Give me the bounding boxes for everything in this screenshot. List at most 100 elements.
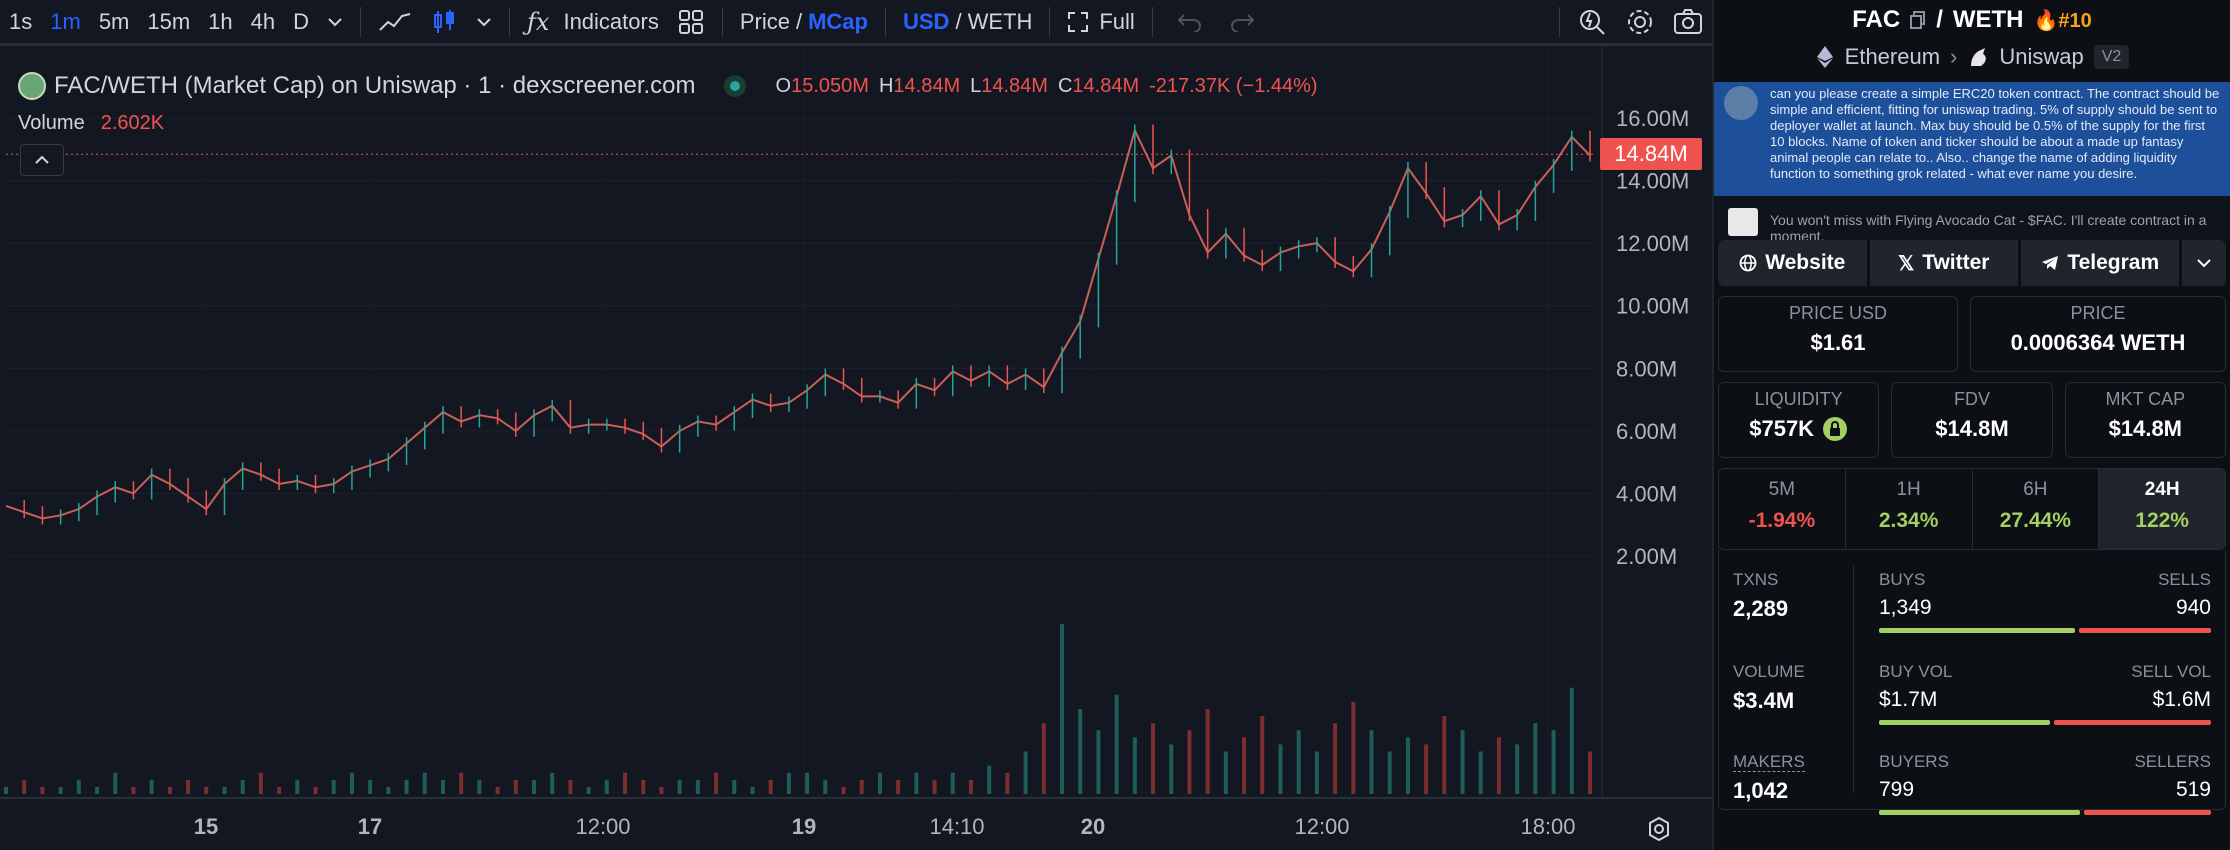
flame-icon: 🔥	[2033, 9, 2059, 32]
timeframe-1m[interactable]: 1m	[50, 8, 81, 34]
volume-bar	[513, 779, 518, 794]
fullscreen-icon	[1067, 11, 1089, 33]
volume-bar	[950, 772, 955, 794]
telegram-button[interactable]: Telegram	[2021, 240, 2180, 286]
volume-bar	[331, 779, 336, 794]
fullscreen-label: Full	[1099, 8, 1135, 34]
volume-bar	[877, 772, 882, 794]
volume-bar	[1023, 751, 1028, 794]
volume-bar	[440, 779, 445, 794]
mkt-cap-card: MKT CAP $14.8M	[2064, 382, 2226, 458]
camera-icon[interactable]	[1664, 0, 1712, 45]
quote-token: WETH	[1952, 6, 2024, 33]
tab-24h[interactable]: 24H 122%	[2099, 469, 2225, 549]
sells-value: 940	[2175, 596, 2211, 619]
twitter-button[interactable]: 𝕏 Twitter	[1869, 240, 2019, 286]
volume-bar	[76, 779, 81, 794]
volume-bar	[768, 779, 773, 794]
indicators-button[interactable]: ƒx Indicators	[518, 0, 668, 45]
pair-info-panel: FAC / WETH 🔥#10 Ethereum › Uniswap V2	[1712, 0, 2230, 850]
pair-slash: /	[1936, 6, 1943, 33]
buys-sells-bar	[1879, 628, 2211, 633]
banner-text: can you please create a simple ERC20 tok…	[1770, 86, 2220, 181]
quick-search-icon[interactable]	[1568, 0, 1616, 45]
settings-gear-icon[interactable]	[1616, 0, 1664, 45]
y-tick-label: 10.00M	[1616, 294, 1689, 319]
price-row: PRICE USD $1.61 PRICE 0.0006364 WETH	[1718, 296, 2226, 372]
more-links-button[interactable]	[2182, 240, 2226, 286]
volume-bar	[1369, 730, 1374, 794]
toolbar-divider	[509, 6, 511, 37]
volume-bar	[240, 779, 245, 794]
volume-bar	[1260, 716, 1265, 794]
volume-bar	[4, 786, 8, 794]
trade-stats: TXNS 2,289 BUYS SELLS 1,349 940 VOLUME $3.…	[1718, 550, 2226, 815]
buy-vol-value: $1.7M	[1879, 688, 1938, 711]
volume-bar	[1496, 737, 1501, 794]
layout-grid-icon[interactable]	[668, 0, 714, 45]
volume-bar	[277, 786, 282, 794]
volume-bar	[1314, 751, 1319, 794]
stats-divider	[1853, 566, 1854, 793]
mkt-cap-value: $14.8M	[2108, 416, 2183, 441]
toolbar-divider	[884, 6, 886, 37]
volume-bar	[714, 772, 719, 794]
website-button[interactable]: Website	[1718, 240, 1867, 286]
tab-5m[interactable]: 5M -1.94%	[1719, 469, 1846, 549]
liquidity-value-row: $757K	[1719, 416, 1878, 442]
timeframe-d[interactable]: D	[293, 8, 310, 34]
tab-6h[interactable]: 6H 27.44%	[1973, 469, 2100, 549]
volume-bar	[113, 772, 118, 794]
telegram-icon	[2041, 255, 2059, 271]
redo-icon[interactable]	[1221, 0, 1265, 45]
volume-bar	[295, 779, 300, 794]
dex-name[interactable]: Uniswap	[1999, 44, 2084, 69]
volume-bar	[222, 786, 227, 794]
timeframe-4h[interactable]: 4h	[250, 8, 276, 34]
lock-icon[interactable]	[1822, 416, 1848, 442]
volume-bar	[1187, 730, 1192, 794]
mcap-label: MCap	[808, 8, 868, 34]
timeframe-5m[interactable]: 5m	[98, 8, 130, 34]
volume-bar	[1551, 730, 1556, 794]
price-chart[interactable]: 16.00M 14.00M 12.00M 10.00M 8.00M 6.00M 4.00M 2…	[0, 46, 1712, 850]
volume-bar	[1296, 730, 1301, 794]
volume-bar	[750, 786, 755, 794]
volume-bar	[1442, 716, 1447, 794]
avatar	[1724, 86, 1758, 120]
volume-bar	[131, 786, 136, 794]
timeframe-1h[interactable]: 1h	[208, 8, 233, 34]
volume-bar	[805, 772, 810, 794]
volume-bar	[404, 779, 409, 794]
chevron-up-icon	[35, 155, 49, 164]
price-mcap-toggle[interactable]: Price / MCap	[731, 0, 877, 45]
volume-bar	[204, 786, 209, 794]
copy-icon[interactable]	[1910, 11, 1926, 29]
line-chart-icon[interactable]	[369, 0, 421, 45]
volume-bar	[604, 779, 609, 794]
timeframe-15m[interactable]: 15m	[147, 8, 191, 34]
volume-bar	[987, 765, 992, 794]
timeframe-1s[interactable]: 1s	[9, 8, 33, 34]
volume-bar	[1478, 751, 1483, 794]
sellers-value: 519	[2175, 778, 2211, 801]
candles-icon[interactable]	[421, 0, 467, 45]
volume-bar	[1132, 737, 1137, 794]
chart-type-chevron-icon[interactable]	[467, 0, 501, 45]
fullscreen-button[interactable]: Full	[1058, 0, 1143, 45]
volume-bar	[568, 779, 573, 794]
volume-bar	[422, 772, 427, 794]
tab-1h[interactable]: 1H 2.34%	[1846, 469, 1973, 549]
price-series-line	[5, 127, 1591, 520]
chart-legend: FAC/WETH (Market Cap) on Uniswap · 1 · d…	[18, 72, 1328, 100]
scale-settings-icon[interactable]	[1644, 814, 1674, 849]
usd-weth-toggle[interactable]: USD / WETH	[894, 0, 1041, 45]
chain-name[interactable]: Ethereum	[1844, 44, 1941, 69]
sell-vol-value: $1.6M	[2152, 688, 2211, 711]
collapse-legend-button[interactable]	[20, 144, 64, 176]
buy-sell-volume-stat: BUY VOL SELL VOL $1.7M $1.6M	[1879, 662, 2211, 725]
undo-icon[interactable]	[1167, 0, 1211, 45]
timeframe-dropdown-chevron-icon[interactable]	[318, 0, 352, 45]
chart-canvas[interactable]: 16.00M 14.00M 12.00M 10.00M 8.00M 6.00M 4.00M 2…	[0, 46, 1712, 850]
weth-label: WETH	[967, 8, 1033, 34]
